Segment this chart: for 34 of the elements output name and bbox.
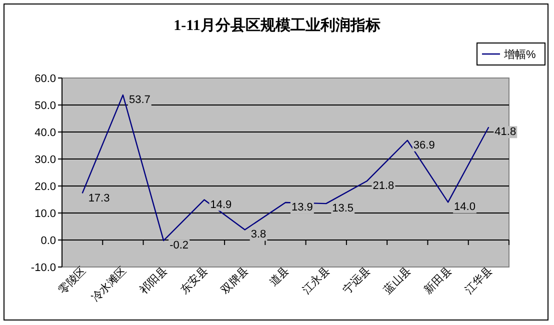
x-tick-label: 祁阳县 [137, 264, 170, 296]
x-tick-label: 道县 [268, 264, 292, 289]
data-label: -0.2 [170, 240, 189, 252]
data-label: 17.3 [88, 192, 110, 204]
y-tick-label: 0.0 [40, 235, 56, 247]
x-tick-label: 江永县 [300, 264, 332, 296]
x-tick-label: 东安县 [178, 264, 210, 296]
data-label: 13.9 [292, 201, 313, 214]
x-tick-label: 新田县 [422, 264, 454, 296]
x-tick-label: 宁远县 [340, 264, 373, 296]
y-tick-label: 20.0 [34, 181, 56, 193]
data-label: 53.7 [128, 94, 150, 106]
x-tick-label: 冷水滩区 [88, 264, 130, 304]
y-tick-label: -10.0 [30, 262, 56, 274]
x-tick-label: 蓝山县 [381, 264, 414, 296]
data-label: 14.9 [210, 198, 232, 211]
y-tick-label: 40.0 [34, 127, 56, 139]
x-tick-label: 零陵区 [56, 264, 88, 296]
chart-title: 1-11月分县区规模工业利润指标 [174, 16, 380, 34]
y-tick-label: 10.0 [34, 208, 56, 220]
data-label: 41.8 [494, 126, 516, 138]
y-tick-label: 30.0 [34, 154, 56, 166]
x-tick-label: 双牌县 [219, 264, 251, 296]
legend-label: 增幅% [503, 49, 536, 61]
data-label: 14.0 [454, 201, 476, 214]
data-label: 21.8 [372, 180, 394, 192]
legend: 增幅% [476, 42, 546, 66]
x-tick-label: 江华县 [462, 264, 495, 296]
data-label: 3.8 [250, 228, 266, 241]
y-tick-label: 50.0 [34, 100, 56, 112]
line-series [82, 94, 490, 242]
data-label: 13.5 [332, 202, 354, 215]
data-label: 36.9 [413, 139, 435, 152]
y-tick-label: 60.0 [34, 73, 56, 85]
